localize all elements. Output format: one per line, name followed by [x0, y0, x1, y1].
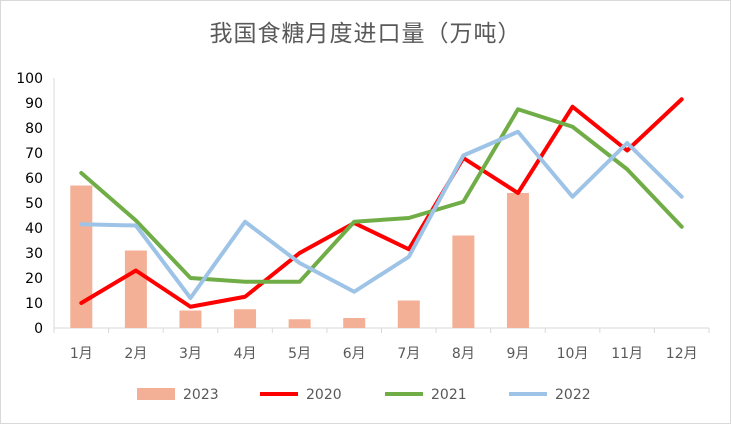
bar-2023 — [397, 300, 420, 328]
bar-2023 — [124, 250, 147, 328]
y-tick-label: 70 — [25, 146, 43, 162]
x-tick-label: 4月 — [234, 346, 257, 362]
y-tick-label: 100 — [16, 71, 43, 87]
line-series-2020 — [79, 97, 684, 309]
x-tick-label: 7月 — [397, 346, 420, 362]
line-series-2022 — [79, 129, 684, 300]
x-tick-label: 2月 — [124, 346, 147, 362]
bar-2023 — [234, 309, 257, 328]
x-tick-label: 3月 — [179, 346, 202, 362]
y-tick-label: 20 — [25, 271, 43, 287]
legend-label-2023: 2023 — [183, 387, 219, 403]
bar-2023 — [179, 310, 202, 328]
line-series-2021 — [79, 107, 684, 284]
y-tick-label: 40 — [25, 221, 43, 237]
y-tick-label: 90 — [25, 96, 43, 112]
legend-label-2022: 2022 — [555, 387, 591, 403]
bar-2023 — [452, 235, 475, 328]
y-tick-label: 0 — [34, 321, 43, 337]
bars-2023 — [70, 185, 529, 328]
y-tick-label: 80 — [25, 121, 43, 137]
chart-title: 我国食糖月度进口量（万吨） — [209, 21, 522, 47]
bar-2023 — [506, 193, 529, 328]
bar-2023 — [343, 318, 366, 328]
x-tick-label: 12月 — [666, 346, 698, 362]
y-tick-label: 30 — [25, 246, 43, 262]
bar-2023 — [70, 185, 93, 328]
x-tick-label: 8月 — [452, 346, 475, 362]
x-tick-label: 5月 — [288, 346, 311, 362]
axes: 0 10 20 30 40 50 60 70 80 90 100 1月 2月 3月 4月 5月 6月 7月 8月 9月… — [16, 71, 710, 362]
line-series — [79, 97, 684, 309]
legend: 2023 2020 2021 2022 — [137, 387, 591, 403]
legend-label-2021: 2021 — [431, 387, 467, 403]
legend-swatch-2023 — [137, 388, 175, 400]
x-tick-label: 1月 — [70, 346, 93, 362]
x-tick-label: 9月 — [506, 346, 529, 362]
legend-label-2020: 2020 — [306, 387, 342, 403]
x-tick-label: 11月 — [611, 346, 643, 362]
y-tick-label: 60 — [25, 171, 43, 187]
y-tick-label: 50 — [25, 196, 43, 212]
bar-2023 — [288, 319, 311, 328]
x-tick-label: 10月 — [557, 346, 589, 362]
y-tick-label: 10 — [25, 296, 43, 312]
x-tick-label: 6月 — [343, 346, 366, 362]
